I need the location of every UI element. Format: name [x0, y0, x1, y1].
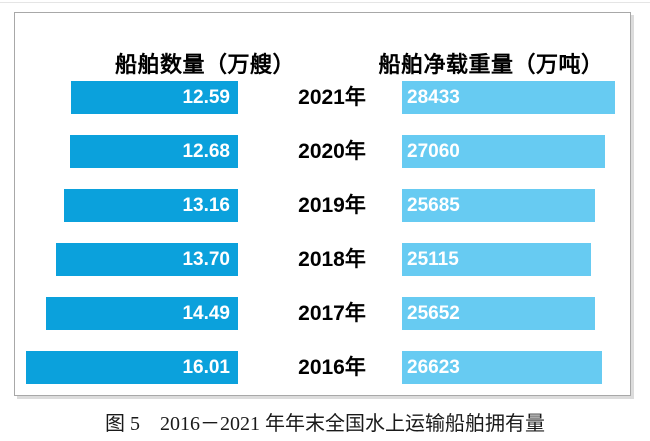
figure-caption: 图 5 2016－2021 年年末全国水上运输船舶拥有量 [105, 413, 545, 435]
ship-count-value: 12.68 [182, 140, 230, 162]
deadweight-bar: 27060 [402, 135, 605, 168]
ship-count-bar: 14.49 [46, 297, 238, 330]
year-label: 2019年 [298, 194, 366, 217]
ship-count-bar: 13.16 [64, 189, 238, 222]
ship-count-bar: 16.01 [26, 351, 238, 384]
year-label: 2020年 [298, 140, 366, 163]
deadweight-value: 26623 [407, 356, 460, 378]
ship-count-bar: 12.68 [70, 135, 238, 168]
ship-count-value: 16.01 [182, 356, 230, 378]
deadweight-value: 25652 [407, 302, 460, 324]
deadweight-bar: 28433 [402, 81, 615, 114]
deadweight-value: 25685 [407, 194, 460, 216]
year-label: 2021年 [298, 86, 366, 109]
deadweight-bar: 26623 [402, 351, 602, 384]
deadweight-value: 28433 [407, 86, 460, 108]
deadweight-bar: 25115 [402, 243, 591, 276]
ship-count-value: 13.70 [182, 248, 230, 270]
ship-count-value: 12.59 [182, 86, 230, 108]
deadweight-value: 25115 [407, 248, 459, 270]
year-label: 2017年 [298, 302, 366, 325]
right-series-title: 船舶净载重量（万吨） [378, 52, 604, 77]
ship-count-bar: 13.70 [56, 243, 238, 276]
deadweight-bar: 25652 [402, 297, 595, 330]
year-label: 2016年 [298, 356, 366, 379]
page-top-rule [0, 2, 650, 3]
ship-count-value: 14.49 [182, 302, 230, 324]
deadweight-bar: 25685 [402, 189, 595, 222]
deadweight-value: 27060 [407, 140, 460, 162]
ship-count-bar: 12.59 [71, 81, 238, 114]
year-label: 2018年 [298, 248, 366, 271]
chart-frame: 船舶数量（万艘） 船舶净载重量（万吨） 12.59 2021年 28433 12.68… [14, 12, 631, 396]
ship-count-value: 13.16 [182, 194, 230, 216]
left-series-title: 船舶数量（万艘） [114, 52, 295, 77]
